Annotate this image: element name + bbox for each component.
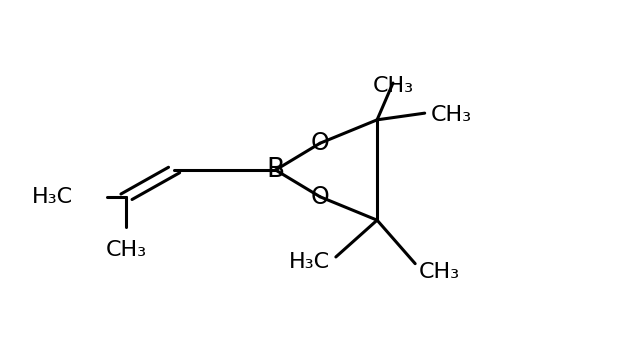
Text: CH₃: CH₃ [106, 240, 147, 260]
Text: O: O [310, 185, 330, 209]
Text: H₃C: H₃C [289, 252, 330, 272]
Text: CH₃: CH₃ [419, 262, 460, 282]
Text: CH₃: CH₃ [431, 105, 472, 125]
Text: B: B [266, 157, 285, 183]
Text: O: O [310, 131, 330, 155]
Text: H₃C: H₃C [31, 187, 72, 207]
Text: CH₃: CH₃ [372, 76, 413, 96]
